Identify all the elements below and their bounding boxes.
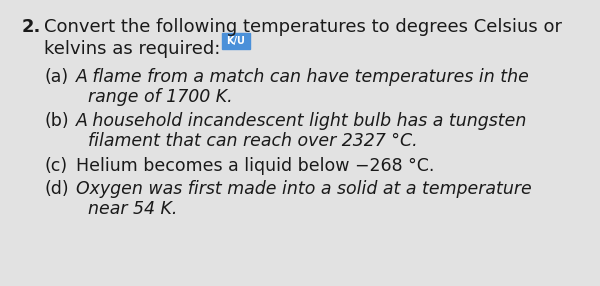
Text: 2.: 2. [22, 18, 41, 36]
Text: kelvins as required:: kelvins as required: [44, 40, 220, 58]
Text: range of 1700 K.: range of 1700 K. [88, 88, 233, 106]
Text: Helium becomes a liquid below −268 °C.: Helium becomes a liquid below −268 °C. [76, 157, 434, 175]
Text: (c): (c) [44, 157, 67, 175]
Text: (d): (d) [44, 180, 68, 198]
Text: near 54 K.: near 54 K. [88, 200, 178, 218]
Text: A household incandescent light bulb has a tungsten: A household incandescent light bulb has … [76, 112, 527, 130]
Text: filament that can reach over 2327 °C.: filament that can reach over 2327 °C. [88, 132, 418, 150]
Text: (a): (a) [44, 68, 68, 86]
Text: A flame from a match can have temperatures in the: A flame from a match can have temperatur… [76, 68, 530, 86]
Text: (b): (b) [44, 112, 68, 130]
FancyBboxPatch shape [222, 33, 250, 49]
Text: Convert the following temperatures to degrees Celsius or: Convert the following temperatures to de… [44, 18, 562, 36]
Text: K/U: K/U [227, 36, 245, 46]
Text: Oxygen was first made into a solid at a temperature: Oxygen was first made into a solid at a … [76, 180, 532, 198]
